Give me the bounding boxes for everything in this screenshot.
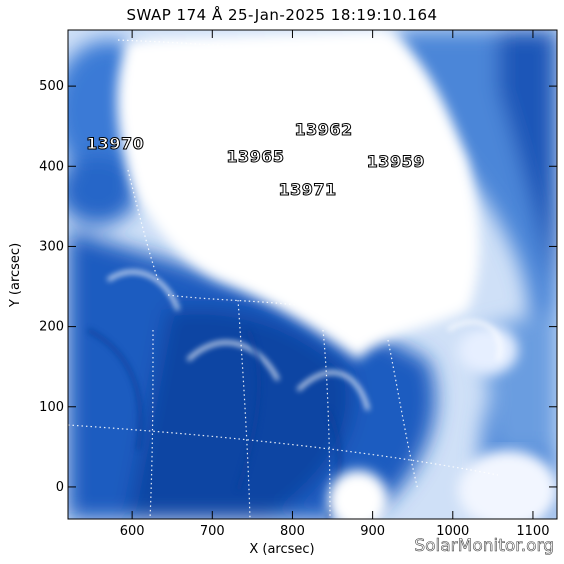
x-tick-label: 700 (200, 524, 225, 539)
region-label-13970: 13970 (86, 133, 145, 153)
region-label-13965: 13965 (226, 147, 285, 167)
x-tick-label: 1100 (516, 524, 549, 539)
y-tick-label: 0 (56, 480, 64, 495)
y-tick-label: 200 (39, 320, 64, 335)
solar-image-panel (68, 30, 557, 519)
solar-image (68, 30, 557, 519)
region-label-13962: 13962 (294, 120, 353, 140)
region-label-13971: 13971 (278, 180, 337, 200)
y-tick-label: 400 (39, 159, 64, 174)
x-axis-label: X (arcsec) (249, 542, 315, 557)
x-tick-label: 800 (280, 524, 305, 539)
solarmonitor-watermark: SolarMonitor.org (414, 536, 554, 557)
x-tick-label: 900 (360, 524, 385, 539)
x-tick-label: 1000 (436, 524, 469, 539)
y-tick-label: 500 (39, 79, 64, 94)
region-label-13959: 13959 (366, 152, 425, 172)
y-tick-label: 100 (39, 400, 64, 415)
image-title: SWAP 174 Å 25-Jan-2025 18:19:10.164 (126, 6, 438, 24)
x-tick-label: 600 (120, 524, 145, 539)
plot-frame (67, 29, 558, 520)
y-axis-label: Y (arcsec) (8, 242, 23, 308)
y-tick-label: 300 (39, 239, 64, 254)
